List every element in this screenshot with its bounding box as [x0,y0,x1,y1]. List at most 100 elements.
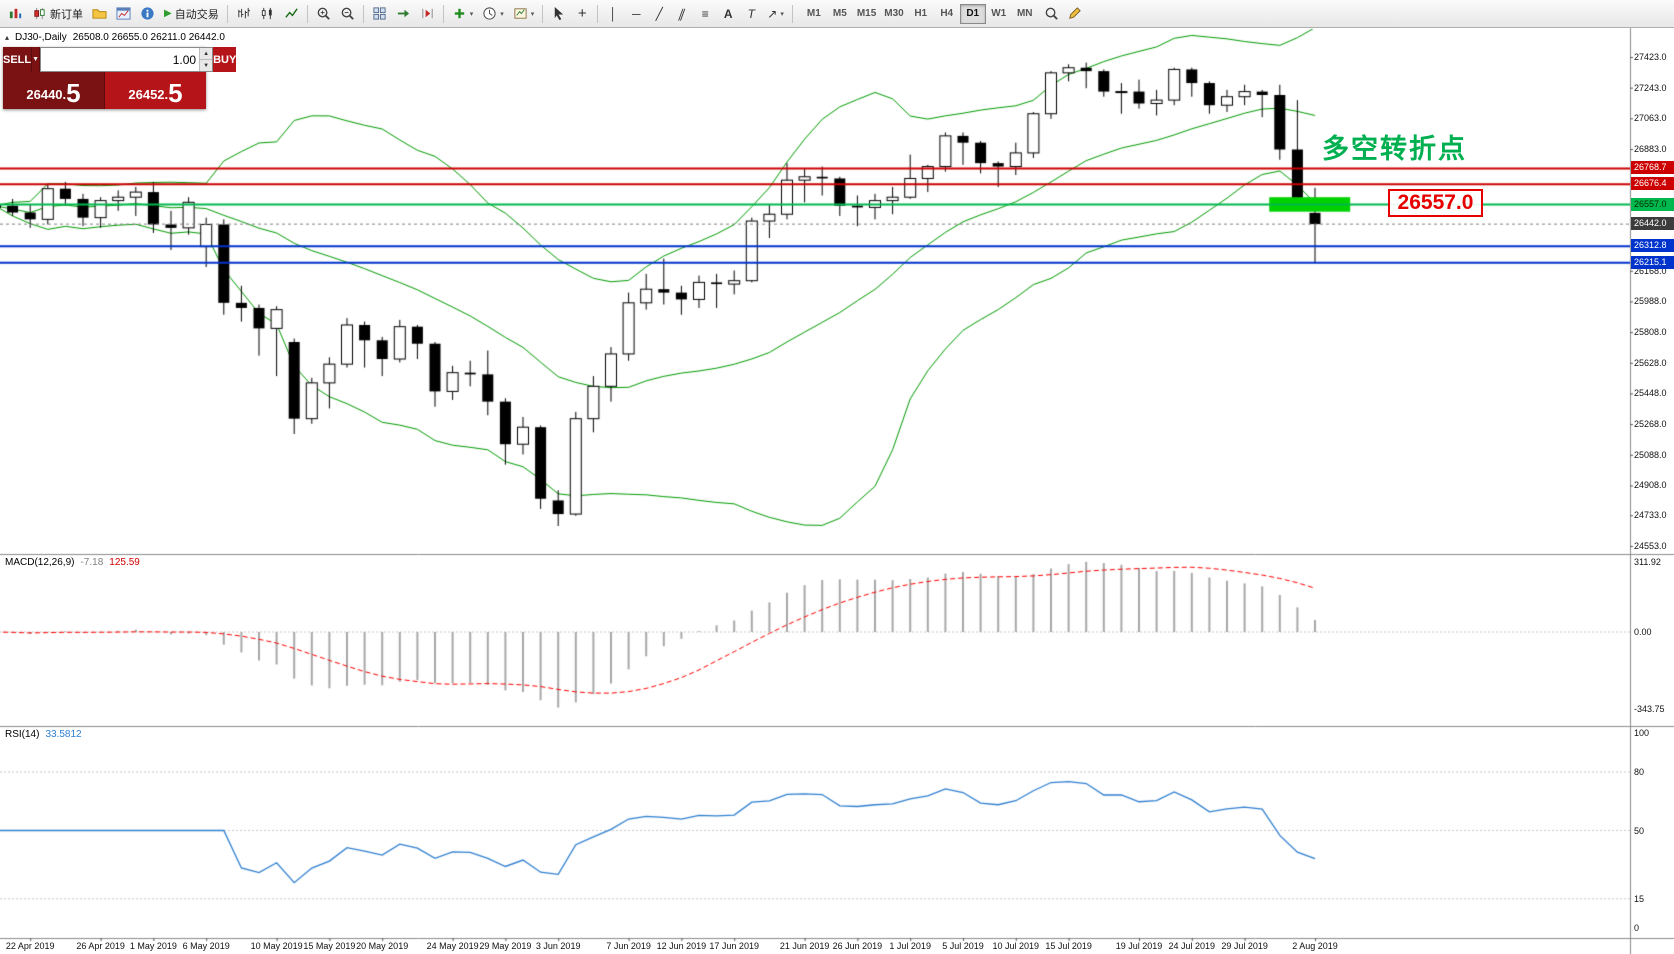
volume-field: ▲ ▼ [40,47,214,72]
chart-shift-button[interactable] [416,3,439,25]
pencil-icon [1068,7,1081,19]
turning-point-annotation: 多空转折点 [1322,134,1467,164]
trendline-tool-button[interactable]: ╱ [648,3,670,25]
timeframe-m1[interactable]: M1 [806,8,821,19]
autotrading-button[interactable]: ▶ 自动交易 [160,3,223,25]
macd-main-value: -7.18 [80,557,104,568]
buy-price[interactable]: 26452. 5 [104,72,206,109]
buy-price-pips: 5 [168,78,183,108]
line-chart-button[interactable] [280,3,303,25]
rsi-name: RSI(14) [5,729,40,740]
zoom-out-icon [341,7,354,20]
sell-price-pips: 5 [66,78,81,108]
new-order-icon [34,7,45,20]
search-button[interactable] [1040,3,1063,25]
buy-button[interactable]: BUY [213,47,237,72]
chart-shift-icon [422,8,433,19]
timeframe-m30[interactable]: M30 [884,8,904,19]
toolbar-separator [791,4,793,23]
price-callout-box: 26557.0 [1388,189,1483,217]
edit-button[interactable] [1063,3,1086,25]
info-icon [141,7,154,20]
buy-price-main: 26452. [128,87,169,102]
chart-title-bar: ▴ DJ30-,Daily 26508.0 26655.0 26211.0 26… [5,32,225,43]
volume-down-button[interactable]: ▼ [200,60,213,71]
timeframe-mn[interactable]: MN [1016,8,1033,19]
periods-button[interactable]: ▾ [478,3,508,25]
timeframe-h1[interactable]: H1 [914,8,928,19]
dropdown-caret-icon: ▾ [780,10,784,18]
arrows-tool-button[interactable]: ↗ ▾ [763,3,788,25]
indicators-button[interactable]: ▾ [448,3,478,25]
symbol-period-label: DJ30-,Daily [15,32,67,43]
volume-input[interactable] [41,48,200,71]
auto-scroll-button[interactable] [392,3,415,25]
bar-chart-icon [238,7,250,19]
timeframe-w1[interactable]: W1 [991,8,1007,19]
dropdown-caret-icon: ▾ [530,10,535,18]
clock-icon [483,7,496,20]
text-tool-icon: A [723,6,733,21]
fibonacci-icon: ≡ [701,6,709,21]
horizontal-line-icon: ─ [631,6,641,21]
templates-button[interactable]: ▾ [509,3,539,25]
zoom-in-button[interactable] [312,3,335,25]
indicators-plus-icon [454,8,464,19]
timeframe-h4[interactable]: H4 [940,8,954,19]
app-chart-button[interactable] [4,3,27,25]
macd-name: MACD(12,26,9) [5,557,75,568]
sell-button[interactable]: SELL [3,47,33,72]
sell-price[interactable]: 26440. 5 [3,72,104,109]
toolbar-separator [442,4,444,23]
trendline-icon: ╱ [655,6,663,21]
dropdown-caret-icon: ▾ [469,10,474,18]
macd-label: MACD(12,26,9) -7.18 125.59 [5,557,140,568]
chart-window-icon [116,7,131,20]
channel-icon: ∥ [676,6,688,21]
crosshair-icon: + [577,5,587,22]
auto-scroll-icon [397,9,409,18]
horizontal-line-tool-button[interactable]: ─ [625,3,647,25]
crosshair-button[interactable]: + [571,3,593,25]
toolbar-right-group [1040,3,1086,25]
zoom-in-icon [317,7,330,20]
folder-icon [92,9,107,19]
autotrading-play-icon: ▶ [164,8,172,19]
autotrading-label: 自动交易 [174,8,219,21]
tile-windows-button[interactable] [368,3,391,25]
candlestick-chart-button[interactable] [256,3,279,25]
candlestick-chart-icon [261,7,272,20]
chart-window-button[interactable] [112,3,135,25]
new-order-button[interactable]: 新订单 [28,3,87,25]
timeframe-m5[interactable]: M5 [832,8,847,19]
ohlc-values: 26508.0 26655.0 26211.0 26442.0 [72,32,225,43]
sell-price-main: 26440. [26,87,67,102]
new-order-label: 新订单 [50,8,83,21]
bar-chart-button[interactable] [232,3,255,25]
fibonacci-tool-button[interactable]: ≡ [694,3,716,25]
label-tool-icon: T [747,6,755,21]
info-button[interactable] [136,3,159,25]
volume-stepper: ▲ ▼ [199,48,213,71]
profiles-button[interactable] [88,3,111,25]
order-options-caret[interactable]: ▼ [32,47,41,72]
tile-windows-icon [373,7,386,20]
zoom-out-button[interactable] [336,3,359,25]
line-chart-icon [285,8,298,18]
volume-up-button[interactable]: ▲ [200,48,213,60]
channel-tool-button[interactable]: ∥ [671,3,693,25]
timeframe-m15[interactable]: M15 [856,8,877,19]
one-click-toggle-icon[interactable]: ▴ [5,33,10,42]
app-chart-icon [9,8,22,19]
label-tool-button[interactable]: T [740,3,762,25]
toolbar-separator [362,4,364,23]
arrow-tool-icon: ↗ [767,6,778,21]
template-icon [514,8,527,19]
rsi-label: RSI(14) 33.5812 [5,729,82,740]
vertical-line-tool-button[interactable]: │ [602,3,624,25]
cursor-button[interactable] [547,3,570,25]
vertical-line-icon: │ [609,6,618,21]
timeframe-d1[interactable]: D1 [959,3,986,24]
text-tool-button[interactable]: A [717,3,739,25]
